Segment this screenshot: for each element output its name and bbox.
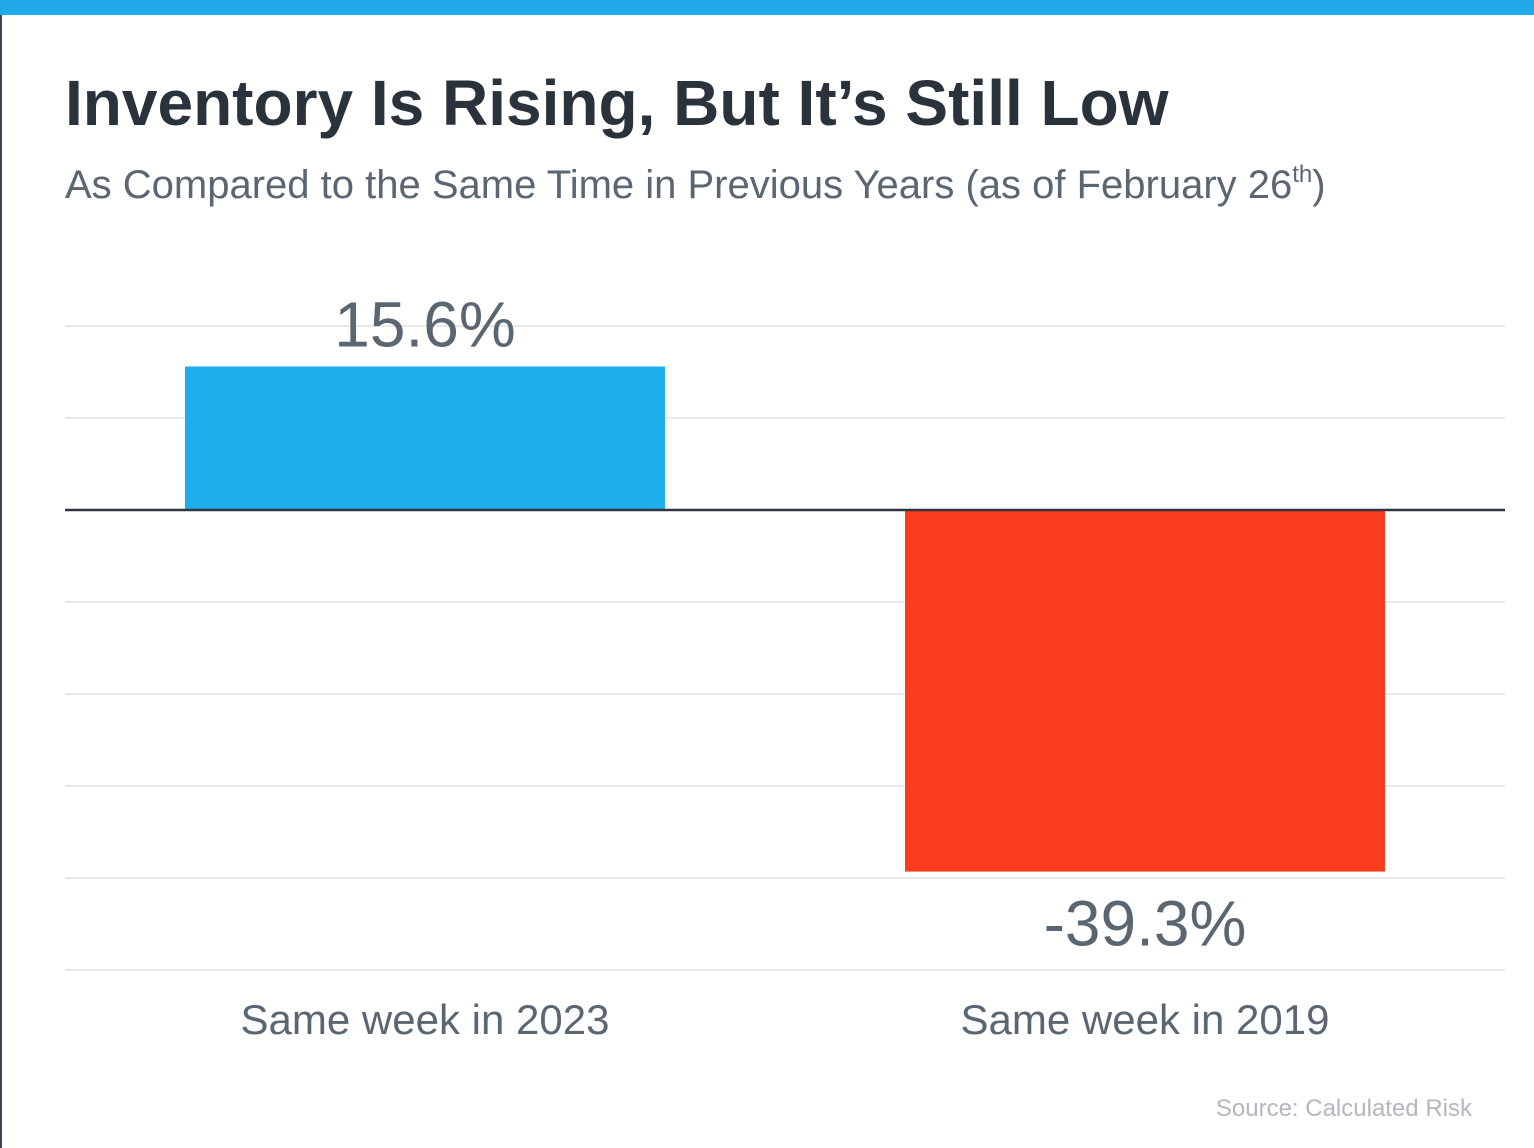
subtitle-superscript: th <box>1292 161 1313 188</box>
chart-subtitle: As Compared to the Same Time in Previous… <box>65 163 1326 208</box>
subtitle-close: ) <box>1312 163 1326 207</box>
top-accent-bar <box>0 0 1534 15</box>
data-label-2: -39.3% <box>1044 888 1247 960</box>
category-label-1: Same week in 2023 <box>241 996 610 1043</box>
chart-title: Inventory Is Rising, But It’s Still Low <box>65 67 1169 139</box>
subtitle-text: As Compared to the Same Time in Previous… <box>65 163 1293 207</box>
source-note: Source: Calculated Risk <box>1215 1095 1472 1122</box>
bar-1 <box>185 366 665 510</box>
category-label-2: Same week in 2019 <box>961 996 1330 1043</box>
bar-2 <box>905 510 1385 872</box>
left-border <box>0 15 2 1148</box>
data-label-1: 15.6% <box>334 288 515 360</box>
